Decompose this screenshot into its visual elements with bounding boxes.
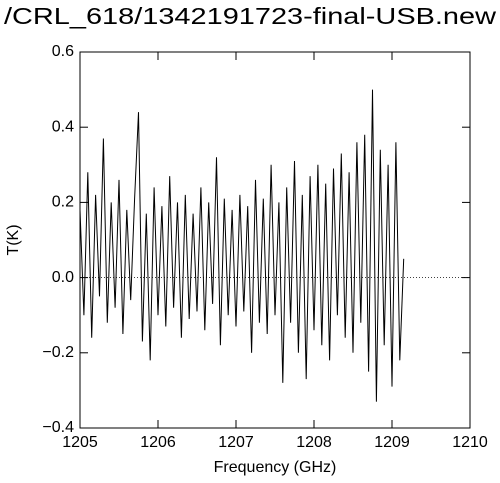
x-tick-label: 1208 [296,434,332,451]
y-tick-label: 0.4 [52,118,74,135]
y-tick-label: −0.4 [42,419,74,436]
x-tick-label: 1209 [374,434,410,451]
x-tick-label: 1205 [62,434,98,451]
spectrum-line [79,89,405,402]
y-tick-label: 0.0 [52,269,74,286]
plot-frame [79,51,471,429]
x-axis-label: Frequency (GHz) [214,459,337,476]
x-tick-label: 1210 [452,434,488,451]
chart-title: /CRL_618/1342191723-final-USB.new [4,3,496,29]
x-tick-label: 1206 [140,434,176,451]
y-tick-label: 0.2 [52,194,74,211]
y-tick-label: 0.6 [52,43,74,60]
y-axis-label: T(K) [5,224,22,255]
x-tick-label: 1207 [218,434,254,451]
y-tick-label: −0.2 [42,344,74,361]
